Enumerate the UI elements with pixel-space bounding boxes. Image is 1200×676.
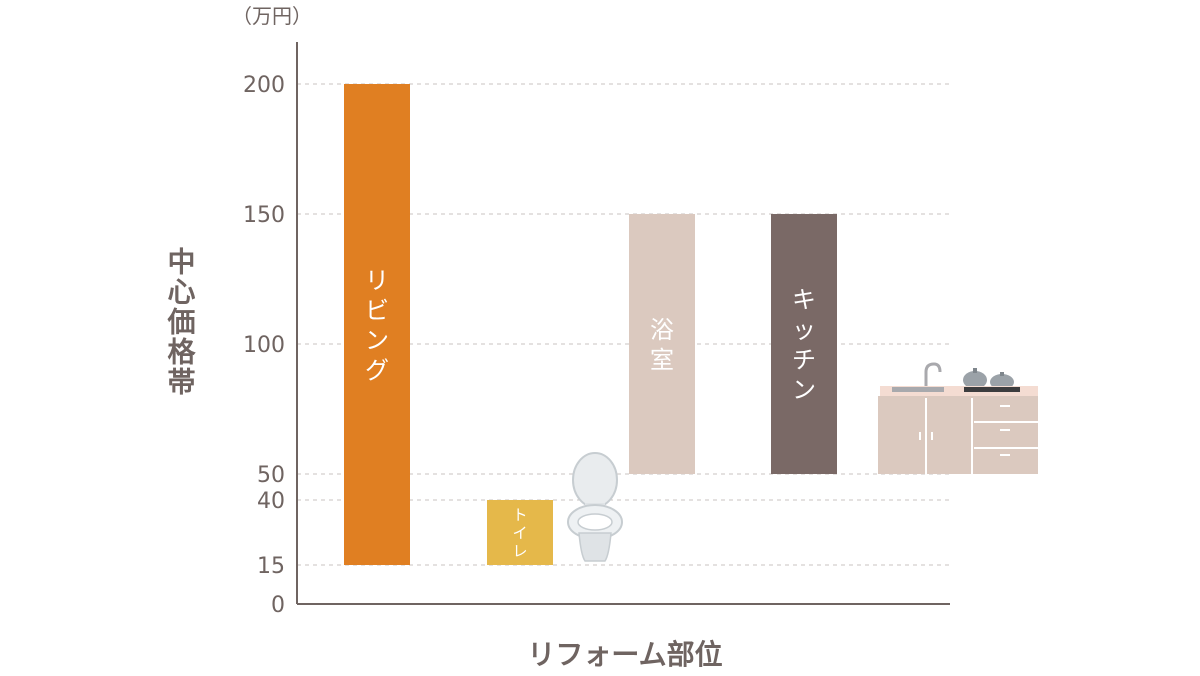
gridlines	[297, 83, 950, 566]
kitchen-illustration	[878, 362, 1038, 474]
bar-label: リビング	[365, 267, 389, 385]
y-tick-label: 50	[257, 463, 285, 488]
bar-label: トイレ	[512, 506, 527, 560]
y-tick-label: 150	[243, 203, 285, 228]
y-axis-title: 中心価格帯	[164, 247, 197, 397]
bar	[487, 500, 553, 565]
y-tick-label: 15	[257, 554, 285, 579]
y-tick-label: 200	[243, 73, 285, 98]
toilet-illustration	[567, 452, 623, 562]
bar	[344, 84, 410, 565]
bar	[771, 214, 837, 474]
bar-label: 浴室	[650, 316, 674, 374]
y-unit-label: （万円）	[232, 4, 312, 28]
y-tick-label: 0	[271, 593, 285, 618]
x-axis-title: リフォーム部位	[527, 638, 722, 671]
y-tick-label: 40	[257, 489, 285, 514]
bar-label: キッチン	[792, 286, 816, 404]
y-tick-label: 100	[243, 333, 285, 358]
bar	[629, 214, 695, 474]
